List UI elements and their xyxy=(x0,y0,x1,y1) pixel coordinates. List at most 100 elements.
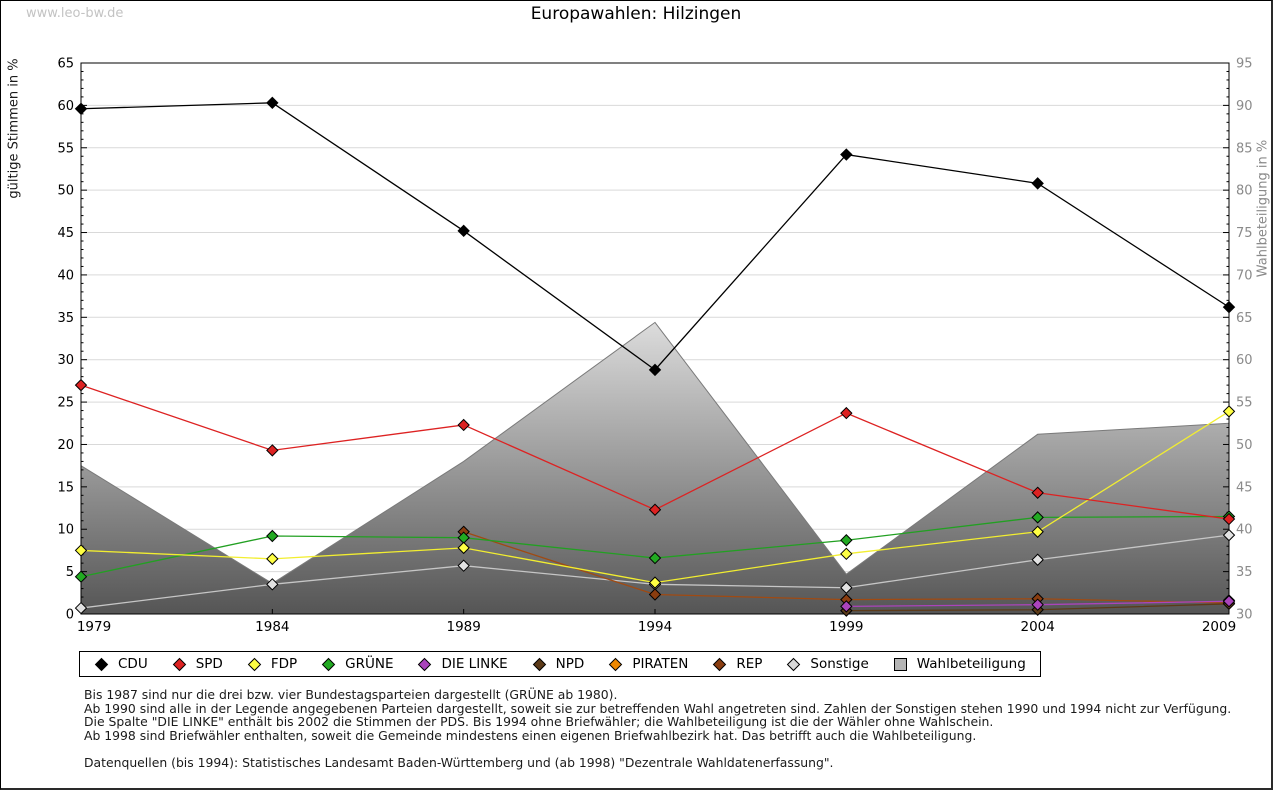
data-point-spd xyxy=(266,444,279,457)
legend-label: Wahlbeteiligung xyxy=(916,656,1026,672)
data-point-spd xyxy=(648,503,662,516)
legend-marker xyxy=(418,657,432,671)
left-tick-label: 55 xyxy=(57,141,74,156)
left-tick-label: 45 xyxy=(57,226,74,241)
legend-marker xyxy=(247,657,262,671)
data-point-fdp xyxy=(1031,525,1044,538)
data-point-sonstige xyxy=(266,578,279,591)
legend-label: CDU xyxy=(118,656,148,672)
footnote-line-2: Ab 1990 sind alle in der Legende angegeb… xyxy=(84,700,1232,716)
left-tick-label: 35 xyxy=(57,311,74,326)
year-label: 1979 xyxy=(77,619,111,635)
election-chart: 0 30 5 35 10 40 15 45 20 50 25 55 30 60 35 65 40 70 45 75 50… xyxy=(57,57,1253,636)
right-tick-label: 50 xyxy=(1236,438,1253,453)
year-label: 1999 xyxy=(829,619,863,635)
right-tick-label: 60 xyxy=(1236,353,1253,368)
data-point-cdu xyxy=(266,96,279,110)
legend-label: Sonstige xyxy=(810,656,869,672)
chart-title: Europawahlen: Hilzingen xyxy=(530,4,742,24)
legend-marker xyxy=(321,657,336,671)
data-point-sonstige xyxy=(1222,528,1236,542)
legend-label: PIRATEN xyxy=(632,656,689,672)
rep-diamond-icon xyxy=(713,657,727,671)
legend-marker xyxy=(787,657,801,671)
data-point-cdu xyxy=(648,363,662,377)
right-tick-label: 30 xyxy=(1236,608,1253,623)
left-tick-label: 65 xyxy=(57,57,74,72)
right-tick-label: 75 xyxy=(1236,226,1253,241)
watermark: www.leo-bw.de xyxy=(26,6,124,21)
data-point-cdu xyxy=(1031,177,1044,190)
data-point-cdu xyxy=(840,148,853,161)
right-tick-label: 90 xyxy=(1236,99,1253,114)
data-point-spd xyxy=(74,378,88,392)
data-point-cdu xyxy=(457,224,470,238)
footnote-line-5 xyxy=(84,742,1231,756)
data-point-die-linke xyxy=(1222,595,1236,608)
data-point-gr-ne xyxy=(74,570,88,583)
left-tick-label: 10 xyxy=(57,523,74,538)
legend-label: FDP xyxy=(270,656,298,672)
right-tick-label: 65 xyxy=(1236,311,1253,326)
legend-marker xyxy=(94,657,109,671)
cdu-diamond-icon xyxy=(94,657,109,671)
data-point-gr-ne xyxy=(266,529,279,543)
legend-item-rep: REP xyxy=(712,656,762,672)
footnote-line-1: Bis 1987 sind nur die drei bzw. vier Bun… xyxy=(84,687,618,702)
right-tick-label: 35 xyxy=(1236,565,1253,580)
data-point-fdp xyxy=(840,547,853,561)
legend-item-wahlbeteiligung: Wahlbeteiligung xyxy=(893,656,1026,672)
chart-legend: CDU SPD FDP GRÜNE DIE LINKE NPD PIRATEN REP Sons… xyxy=(79,651,1041,677)
left-tick-label: 40 xyxy=(57,268,74,283)
data-point-fdp xyxy=(74,544,88,557)
left-tick-label: 25 xyxy=(57,396,74,411)
gr-ne-diamond-icon xyxy=(321,657,336,671)
legend-item-sonstige: Sonstige xyxy=(786,656,869,672)
data-point-sonstige xyxy=(457,559,470,572)
legend-item-piraten: PIRATEN xyxy=(608,656,688,672)
data-point-die-linke xyxy=(1031,598,1044,611)
year-label: 1984 xyxy=(255,619,289,635)
legend-item-cdu: CDU xyxy=(94,656,148,672)
left-tick-label: 0 xyxy=(66,608,74,623)
spd-diamond-icon xyxy=(172,657,186,671)
right-tick-label: 85 xyxy=(1236,141,1253,156)
left-tick-label: 20 xyxy=(57,438,74,453)
data-point-sonstige xyxy=(1031,553,1044,566)
legend-marker xyxy=(893,657,907,671)
data-point-rep xyxy=(648,588,662,601)
legend-item-gr-ne: GRÜNE xyxy=(321,656,393,672)
legend-item-spd: SPD xyxy=(172,656,223,672)
die-linke-diamond-icon xyxy=(418,657,432,671)
legend-label: DIE LINKE xyxy=(441,656,508,672)
data-point-gr-ne xyxy=(840,534,853,547)
sonstige-diamond-icon xyxy=(787,657,801,671)
data-point-cdu xyxy=(74,102,88,115)
data-point-sonstige xyxy=(74,601,88,615)
legend-label: SPD xyxy=(195,656,223,672)
year-label: 1994 xyxy=(638,619,672,635)
right-tick-label: 80 xyxy=(1236,184,1253,199)
data-point-sonstige xyxy=(840,581,853,594)
legend-label: REP xyxy=(736,656,763,672)
legend-marker xyxy=(609,657,623,671)
legend-label: NPD xyxy=(555,656,585,672)
year-label: 2009 xyxy=(1202,619,1236,635)
data-point-spd xyxy=(840,406,853,420)
footnotes: Bis 1987 sind nur die drei bzw. vier Bun… xyxy=(84,688,1231,770)
left-tick-label: 30 xyxy=(57,353,74,368)
data-point-spd xyxy=(457,418,470,432)
legend-marker xyxy=(532,657,546,671)
right-tick-label: 70 xyxy=(1236,268,1253,283)
data-point-gr-ne xyxy=(648,551,662,565)
legend-marker xyxy=(172,657,186,671)
piraten-diamond-icon xyxy=(609,657,623,671)
legend-item-npd: NPD xyxy=(532,656,585,672)
data-point-fdp xyxy=(648,576,662,589)
legend-label: GRÜNE xyxy=(345,656,394,672)
data-point-cdu xyxy=(1222,300,1236,314)
data-point-fdp xyxy=(266,552,279,566)
data-point-spd xyxy=(1222,512,1236,526)
left-tick-label: 5 xyxy=(66,565,74,580)
footnote-line-3: Die Spalte "DIE LINKE" enthält bis 2002 … xyxy=(84,714,994,730)
